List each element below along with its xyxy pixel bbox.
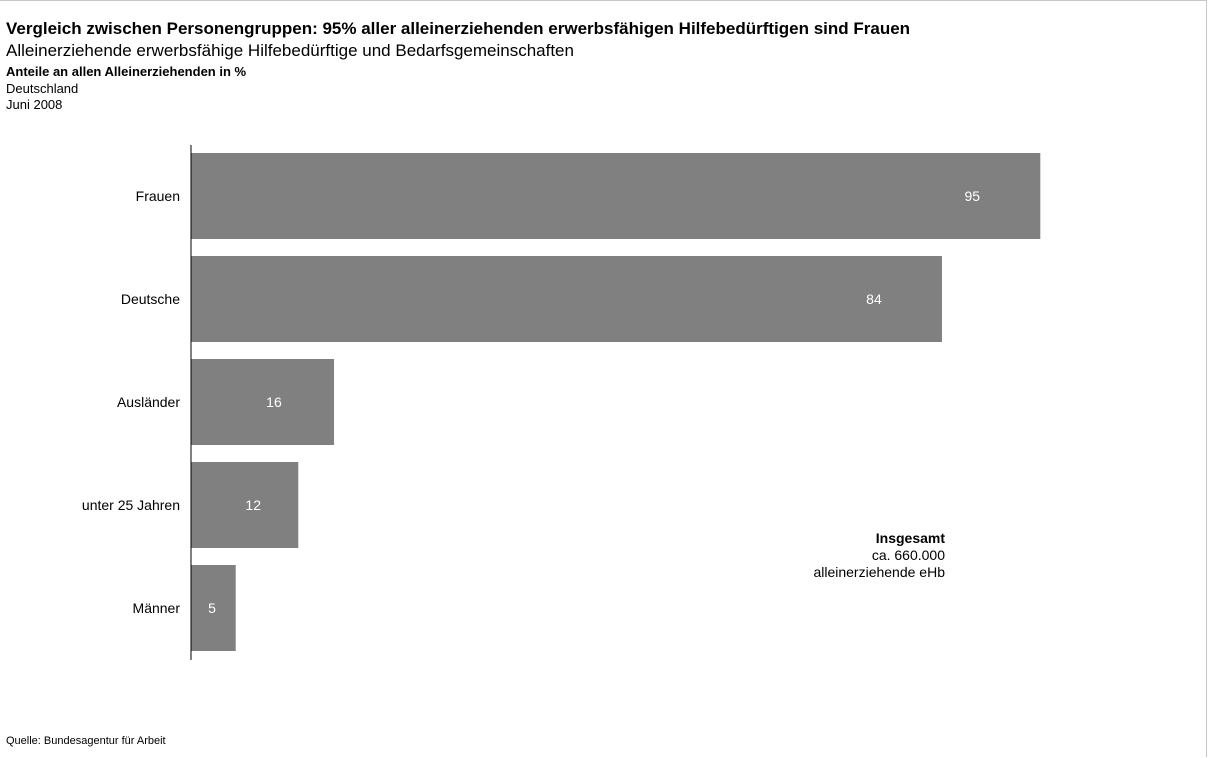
total-annotation-count: ca. 660.000 bbox=[871, 547, 945, 563]
source-note: Quelle: Bundesagentur für Arbeit bbox=[6, 735, 166, 747]
bar-3 bbox=[191, 462, 299, 548]
value-label-1: 84 bbox=[866, 291, 882, 307]
value-label-0: 95 bbox=[965, 188, 981, 204]
total-annotation-title: Insgesamt bbox=[875, 530, 945, 546]
chart-date: Juni 2008 bbox=[6, 97, 63, 112]
bar-2 bbox=[191, 359, 335, 445]
bar-0 bbox=[191, 153, 1041, 239]
bars-group: Frauen 95 Deutsche 84 Ausländer 16 unter 25 Ja… bbox=[82, 153, 1041, 651]
chart-header: Vergleich zwischen Personengruppen: 95% … bbox=[6, 18, 910, 113]
chart-title: Vergleich zwischen Personengruppen: 95% … bbox=[6, 19, 911, 38]
bar-4 bbox=[191, 565, 236, 651]
category-label-1: Deutsche bbox=[121, 291, 180, 307]
category-label-0: Frauen bbox=[136, 188, 180, 204]
category-label-3: unter 25 Jahren bbox=[82, 497, 180, 513]
value-label-3: 12 bbox=[245, 497, 261, 513]
chart-unit: Anteile an allen Alleinerziehenden in % bbox=[6, 64, 247, 79]
value-label-4: 5 bbox=[208, 600, 216, 616]
chart-subtitle: Alleinerziehende erwerbsfähige Hilfebedü… bbox=[6, 41, 574, 60]
chart-region: Deutschland bbox=[6, 81, 79, 96]
category-label-2: Ausländer bbox=[117, 394, 180, 410]
category-label-4: Männer bbox=[133, 600, 181, 616]
value-label-2: 16 bbox=[266, 394, 282, 410]
total-annotation-unit: alleinerziehende eHb bbox=[813, 564, 945, 580]
bar-1 bbox=[191, 256, 942, 342]
total-annotation: Insgesamt ca. 660.000 alleinerziehende e… bbox=[813, 530, 945, 581]
